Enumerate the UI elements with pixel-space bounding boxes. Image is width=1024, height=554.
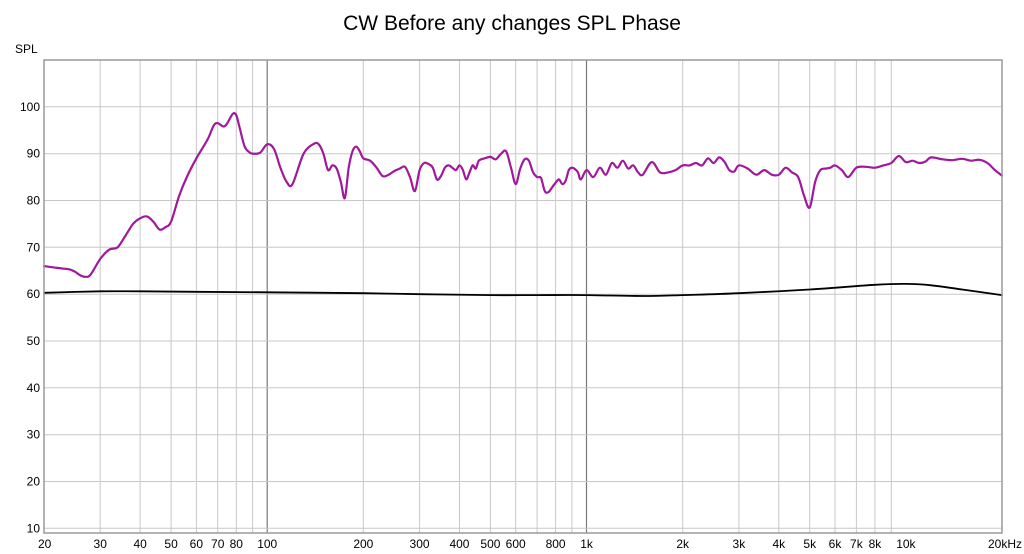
x-tick-label: 30 — [94, 537, 108, 551]
x-tick-label: 7k — [850, 537, 864, 551]
plot-area — [44, 60, 1002, 533]
x-tick-label: 70 — [211, 537, 225, 551]
y-tick-label: 100 — [20, 100, 40, 114]
x-tick-label: 2k — [676, 537, 690, 551]
plot-frame — [43, 59, 1003, 534]
x-tick-label: 100 — [257, 537, 277, 551]
x-tick-label: 10k — [896, 537, 916, 551]
x-tick-label: 8k — [869, 537, 883, 551]
x-tick-label: 400 — [449, 537, 469, 551]
y-axis-label: SPL — [15, 42, 38, 56]
chart-title: CW Before any changes SPL Phase — [343, 12, 681, 35]
x-tick-label: 40 — [133, 537, 147, 551]
y-tick-label: 80 — [27, 194, 41, 208]
x-tick-label: 20 — [38, 537, 52, 551]
y-tick-label: 40 — [27, 381, 41, 395]
y-tick-label: 10 — [27, 521, 41, 535]
x-tick-label: 5k — [803, 537, 817, 551]
x-tick-label: 800 — [546, 537, 566, 551]
x-tick-label: 80 — [230, 537, 244, 551]
y-tick-label: 90 — [27, 147, 41, 161]
y-tick-label: 50 — [27, 334, 41, 348]
series-line-spl — [42, 112, 1004, 278]
x-tick-label: 4k — [772, 537, 786, 551]
y-tick-label: 20 — [27, 475, 41, 489]
x-tick-label: 600 — [506, 537, 526, 551]
series-layer — [42, 112, 1004, 297]
x-tick-label: 500 — [480, 537, 500, 551]
x-tick-label: 6k — [829, 537, 843, 551]
y-tick-label: 30 — [27, 428, 41, 442]
y-tick-label: 60 — [27, 287, 41, 301]
x-tick-label: 20kHz — [988, 537, 1022, 551]
x-tick-label: 50 — [164, 537, 178, 551]
x-tick-label: 1k — [580, 537, 594, 551]
series-line-phase — [43, 282, 1003, 297]
x-tick-label: 3k — [733, 537, 747, 551]
axis-tick-labels: 10 20 30 40 50 60 70 80 90 100 20 30 40 50 60 70 80 100 20… — [20, 100, 1022, 551]
grid-lines — [44, 60, 1002, 533]
x-tick-label: 200 — [353, 537, 373, 551]
x-tick-label: 300 — [410, 537, 430, 551]
y-tick-label: 70 — [27, 240, 41, 254]
x-tick-label: 60 — [190, 537, 204, 551]
